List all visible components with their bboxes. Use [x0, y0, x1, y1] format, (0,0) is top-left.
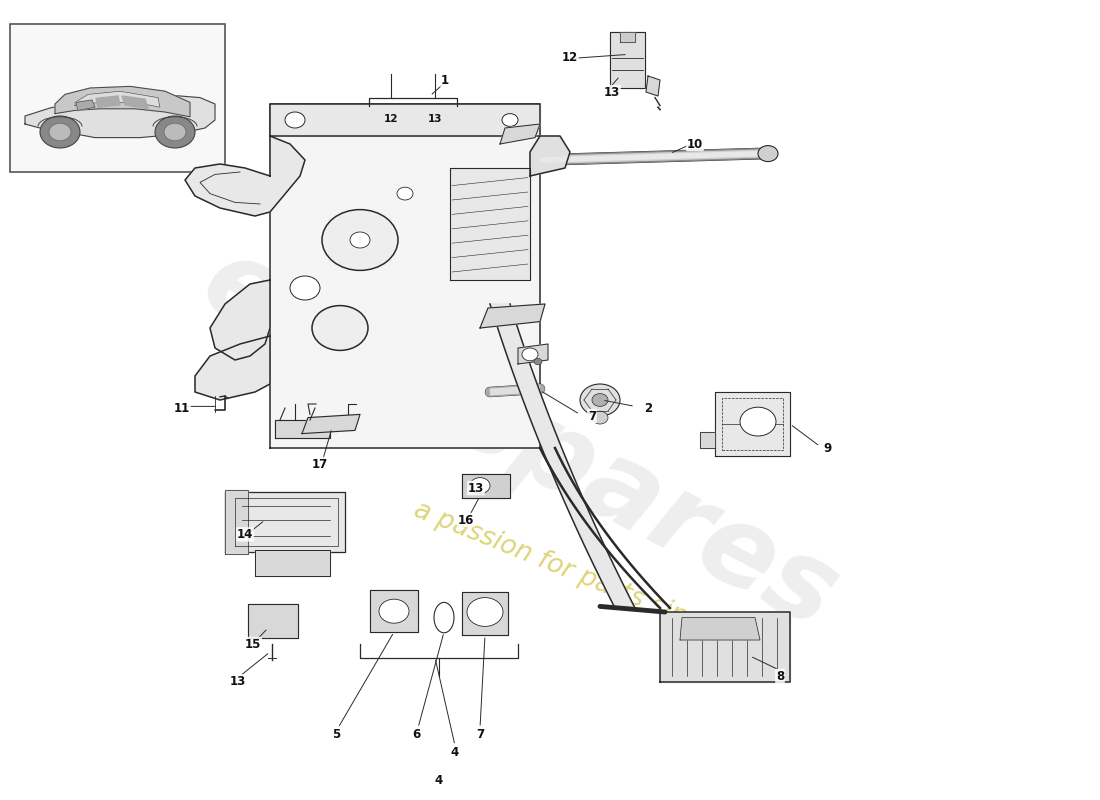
Text: 1: 1	[441, 74, 449, 86]
Text: 5: 5	[332, 728, 340, 741]
Polygon shape	[530, 136, 570, 176]
Polygon shape	[370, 590, 418, 632]
Text: 13: 13	[428, 114, 442, 123]
Polygon shape	[480, 304, 544, 328]
Text: 12: 12	[384, 114, 398, 123]
Text: eurospares: eurospares	[185, 228, 856, 652]
Polygon shape	[248, 604, 298, 638]
Polygon shape	[185, 136, 305, 216]
Circle shape	[468, 598, 503, 626]
Circle shape	[740, 407, 776, 436]
Circle shape	[155, 116, 195, 148]
Text: 13: 13	[468, 482, 484, 494]
Circle shape	[522, 348, 538, 361]
Circle shape	[50, 123, 72, 141]
Text: 2: 2	[644, 402, 652, 414]
Polygon shape	[646, 76, 660, 96]
Polygon shape	[210, 280, 270, 360]
Circle shape	[592, 394, 608, 406]
Polygon shape	[450, 168, 530, 280]
Polygon shape	[462, 474, 510, 498]
Polygon shape	[226, 492, 345, 552]
Polygon shape	[55, 86, 190, 117]
Circle shape	[285, 112, 305, 128]
Circle shape	[164, 123, 186, 141]
Polygon shape	[270, 104, 540, 136]
Polygon shape	[255, 550, 330, 576]
Polygon shape	[715, 392, 790, 456]
Text: 16: 16	[458, 514, 474, 526]
Text: 12: 12	[562, 51, 579, 64]
Polygon shape	[96, 96, 120, 107]
Text: 6: 6	[411, 728, 420, 741]
Text: 14: 14	[236, 528, 253, 541]
Polygon shape	[25, 94, 215, 138]
Circle shape	[470, 478, 490, 494]
Circle shape	[580, 384, 620, 416]
Circle shape	[397, 187, 412, 200]
Polygon shape	[490, 304, 635, 608]
Bar	[10, 24, 225, 172]
Polygon shape	[620, 32, 635, 42]
Polygon shape	[660, 612, 790, 682]
Circle shape	[322, 210, 398, 270]
Text: 4: 4	[451, 746, 459, 758]
Polygon shape	[195, 336, 270, 400]
Circle shape	[534, 358, 542, 365]
Text: 10: 10	[686, 138, 703, 150]
Text: 11: 11	[174, 402, 190, 414]
Circle shape	[502, 114, 518, 126]
Text: 4: 4	[434, 774, 443, 787]
Circle shape	[40, 116, 80, 148]
Polygon shape	[302, 414, 360, 434]
Circle shape	[290, 276, 320, 300]
Polygon shape	[518, 344, 548, 364]
Circle shape	[312, 306, 368, 350]
Text: 7: 7	[587, 410, 596, 422]
Polygon shape	[500, 124, 540, 144]
Text: 8: 8	[776, 670, 784, 682]
Circle shape	[592, 411, 608, 424]
Polygon shape	[270, 104, 540, 448]
Polygon shape	[610, 32, 645, 88]
Text: 7: 7	[476, 728, 484, 741]
Text: 13: 13	[230, 675, 246, 688]
Text: 9: 9	[824, 442, 832, 454]
Circle shape	[350, 232, 370, 248]
Text: a passion for parts since 1985: a passion for parts since 1985	[410, 498, 790, 670]
Polygon shape	[462, 592, 508, 635]
Polygon shape	[680, 618, 760, 640]
Circle shape	[379, 599, 409, 623]
Polygon shape	[76, 100, 95, 110]
Polygon shape	[700, 432, 715, 448]
Polygon shape	[75, 91, 160, 107]
Polygon shape	[122, 96, 149, 109]
Text: 15: 15	[245, 638, 261, 650]
Circle shape	[758, 146, 778, 162]
Text: 13: 13	[604, 86, 620, 98]
Text: 17: 17	[312, 458, 328, 470]
Polygon shape	[226, 490, 248, 554]
Polygon shape	[275, 420, 330, 438]
